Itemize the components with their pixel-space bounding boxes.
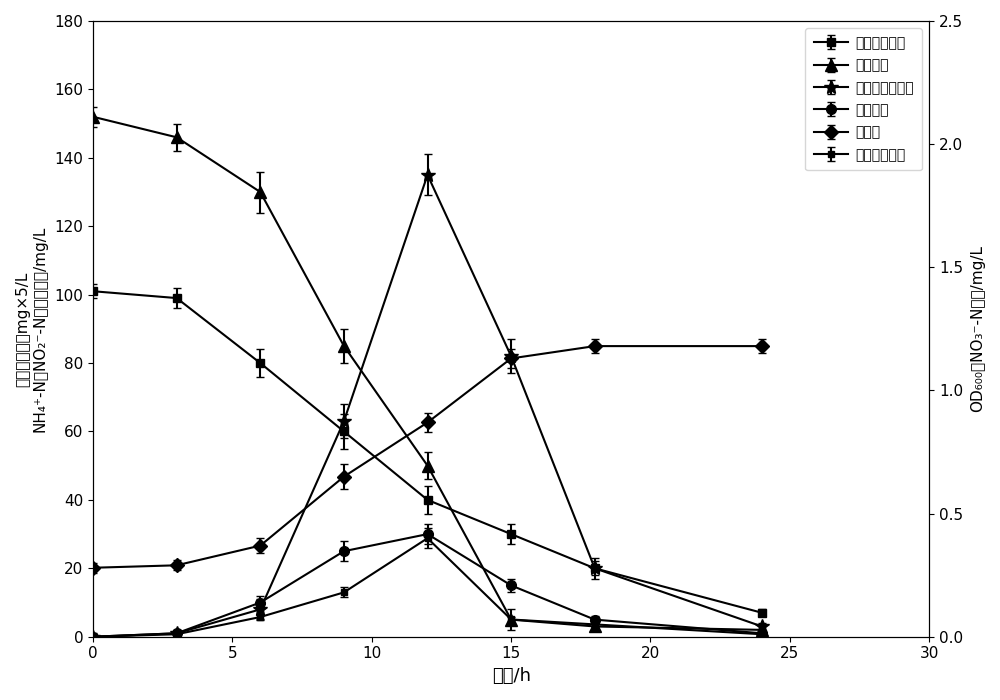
Legend: 琥珀酸盐浓度, 氨氮浓度, 亚砕酸态氮浓度, 羟胺浓度, 生物量, 砕酸态氮浓度: 琥珀酸盐浓度, 氨氮浓度, 亚砕酸态氮浓度, 羟胺浓度, 生物量, 砕酸态氮浓度 bbox=[805, 28, 922, 170]
Y-axis label: 琥珀酸盐浓度mg×5/L
NH₄⁺-N、NO₂⁻-N和羟胺浓度/mg/L: 琥珀酸盐浓度mg×5/L NH₄⁺-N、NO₂⁻-N和羟胺浓度/mg/L bbox=[15, 225, 47, 432]
Y-axis label: OD₆₀₀和NO₃⁻-N浓度/mg/L: OD₆₀₀和NO₃⁻-N浓度/mg/L bbox=[970, 246, 985, 412]
X-axis label: 时间/h: 时间/h bbox=[492, 667, 531, 685]
